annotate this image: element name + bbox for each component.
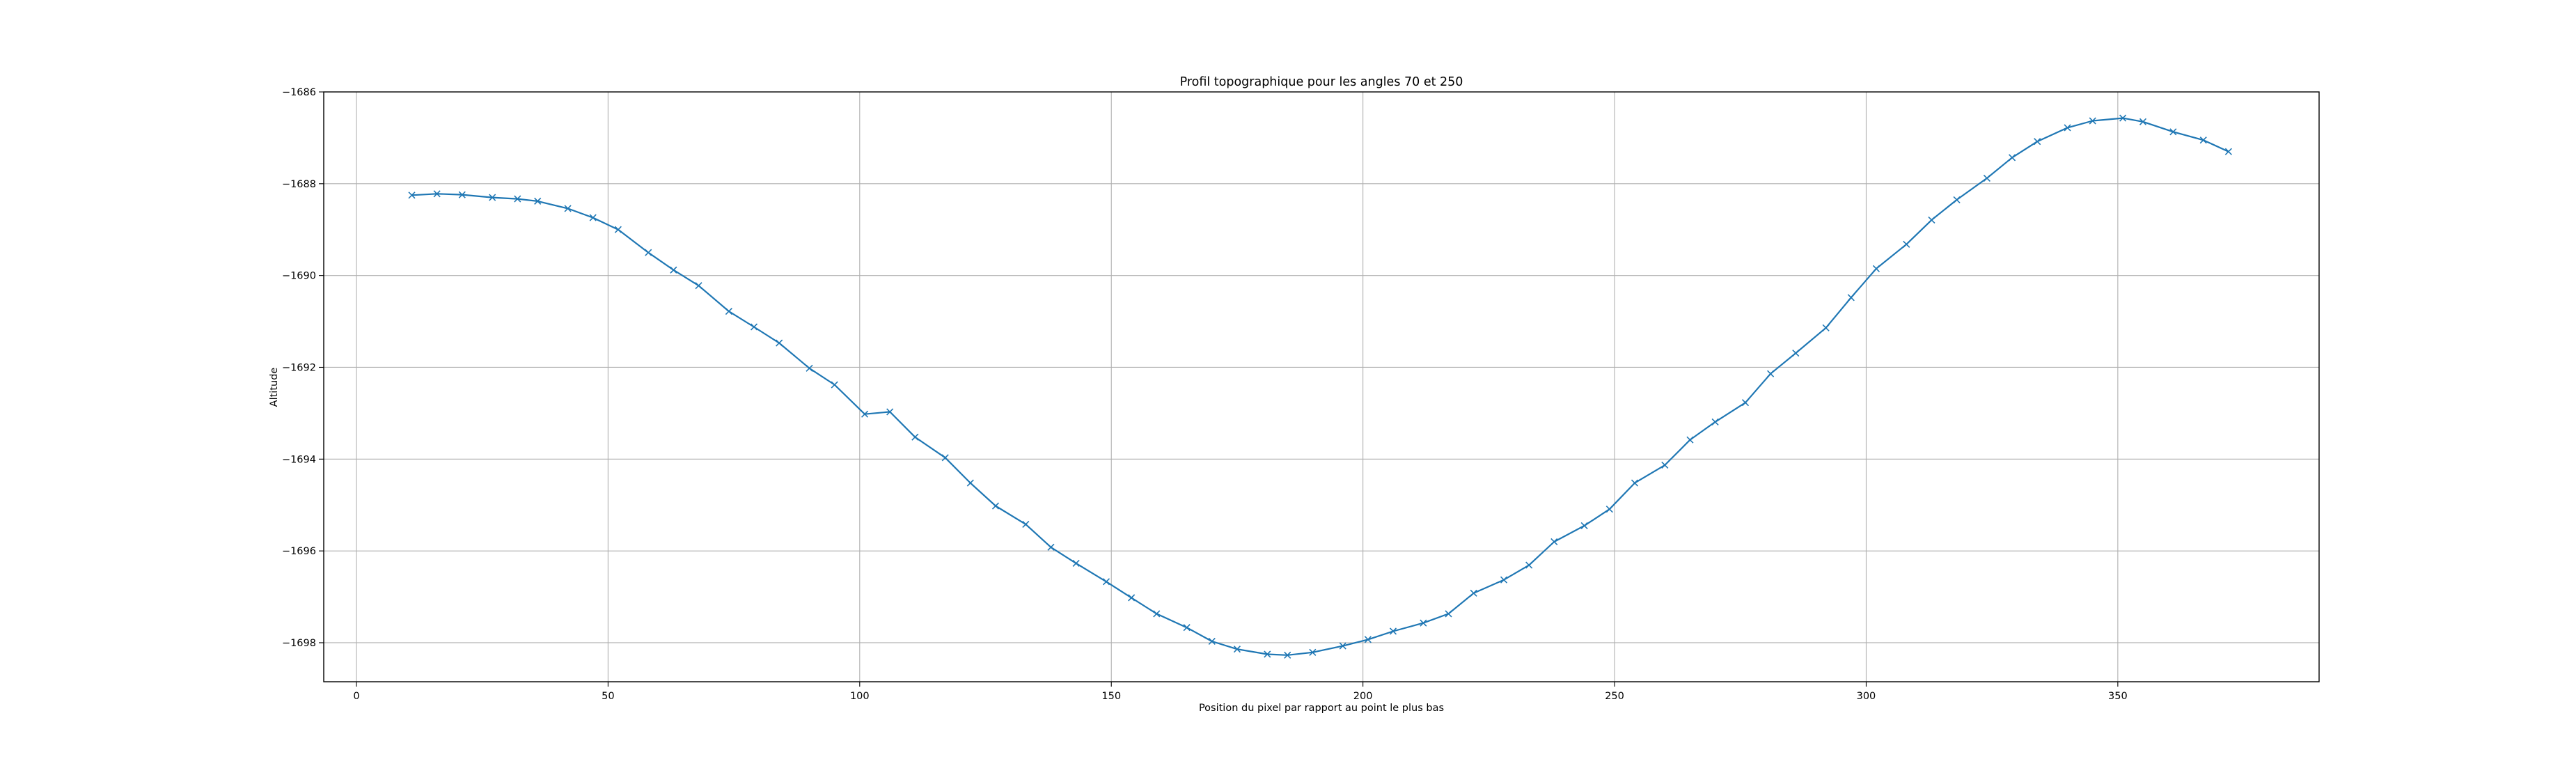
data-point-marker [911, 433, 919, 441]
y-tick-label: −1698 [282, 638, 316, 649]
data-point-marker [1022, 520, 1030, 528]
data-point-marker [1903, 240, 1910, 248]
data-point-marker [1047, 543, 1055, 551]
x-tick-label: 100 [850, 691, 870, 702]
y-tick-label: −1696 [282, 546, 316, 557]
data-point-marker [670, 266, 677, 274]
data-point-marker [1767, 370, 1775, 377]
data-point-marker [2034, 138, 2041, 146]
data-point-marker [1309, 648, 1317, 656]
data-point-marker [2224, 148, 2232, 155]
data-point-marker [886, 408, 894, 416]
data-point-marker [2199, 136, 2207, 144]
data-point-marker [1284, 651, 1291, 659]
chart-title: Profil topographique pour les angles 70 … [1180, 75, 1463, 89]
data-point-marker [861, 410, 869, 418]
data-point-marker [458, 191, 466, 198]
y-tick-label: −1694 [282, 454, 316, 465]
y-tick-label: −1692 [282, 362, 316, 373]
x-tick-label: 200 [1353, 691, 1373, 702]
plot-frame [323, 91, 2320, 682]
data-point-marker [433, 190, 441, 198]
data-point-marker [614, 226, 622, 233]
grid-layer [324, 91, 2319, 682]
y-tick-label: −1688 [282, 179, 316, 190]
data-point-marker [1208, 637, 1216, 646]
data-point-marker [725, 308, 732, 315]
data-point-marker [645, 249, 652, 256]
x-tick-label: 250 [1605, 691, 1624, 702]
data-point-marker [1792, 349, 1800, 357]
data-point-marker [1264, 650, 1271, 658]
data-point-marker [2089, 117, 2096, 125]
x-tick-label: 150 [1101, 691, 1121, 702]
data-point-marker [1153, 610, 1161, 618]
data-point-marker [966, 479, 974, 487]
data-point-marker [1102, 578, 1110, 586]
data-point-marker [1364, 636, 1372, 643]
data-point-marker [489, 194, 496, 201]
data-point-marker [695, 282, 702, 290]
data-point-marker [2119, 114, 2127, 122]
data-point-marker [1983, 174, 1991, 182]
data-point-marker [2009, 154, 2016, 162]
data-point-marker [1631, 479, 1639, 487]
data-point-marker [1661, 461, 1669, 469]
data-point-marker [2064, 124, 2071, 132]
data-point-marker [1233, 646, 1241, 653]
data-point-marker [1928, 216, 1935, 224]
data-point-marker [1605, 506, 1613, 513]
x-tick-label: 0 [353, 691, 359, 702]
y-tick-label: −1690 [282, 271, 316, 282]
data-point-marker [1822, 324, 1830, 331]
data-point-marker [1445, 610, 1452, 618]
data-point-marker [1389, 627, 1397, 635]
x-tick-label: 350 [2108, 691, 2128, 702]
y-tick-label: −1686 [282, 87, 316, 98]
data-point-marker [776, 339, 783, 347]
data-point-marker [1872, 265, 1880, 272]
data-point-marker [2139, 118, 2147, 125]
data-point-marker [1420, 619, 1427, 627]
data-point-marker [1580, 522, 1588, 529]
data-point-marker [1847, 294, 1855, 302]
data-point-marker [514, 195, 521, 203]
data-point-marker [1686, 436, 1694, 444]
data-point-marker [991, 502, 1000, 510]
data-point-marker [1953, 196, 1961, 203]
x-axis-label: Position du pixel par rapport au point l… [1199, 703, 1444, 714]
data-point-marker [1128, 594, 1136, 602]
data-point-marker [941, 454, 949, 462]
tick-layer: 0 50 100 150 200 250 300 350 −1686 −1688 −1690 −169… [282, 87, 2128, 702]
data-point-marker [1500, 576, 1508, 584]
data-point-marker [534, 197, 542, 205]
data-point-marker [1183, 624, 1191, 632]
data-point-marker [564, 205, 572, 212]
data-point-marker [2169, 128, 2177, 136]
data-point-marker [1339, 642, 1346, 650]
data-point-marker [831, 381, 838, 389]
data-point-marker [1550, 538, 1558, 546]
x-tick-label: 300 [1857, 691, 1876, 702]
data-point-marker [1525, 561, 1533, 569]
data-point-marker [408, 192, 416, 199]
data-point-marker [589, 214, 597, 221]
plot-layer [408, 114, 2232, 659]
data-point-marker [1711, 418, 1719, 425]
data-point-marker [806, 364, 813, 372]
y-axis-label: Altitude [269, 368, 280, 407]
data-point-marker [750, 323, 758, 331]
data-point-marker [1741, 399, 1750, 407]
data-point-marker [1072, 559, 1080, 568]
x-tick-label: 50 [602, 691, 614, 702]
data-point-marker [1470, 589, 1477, 597]
